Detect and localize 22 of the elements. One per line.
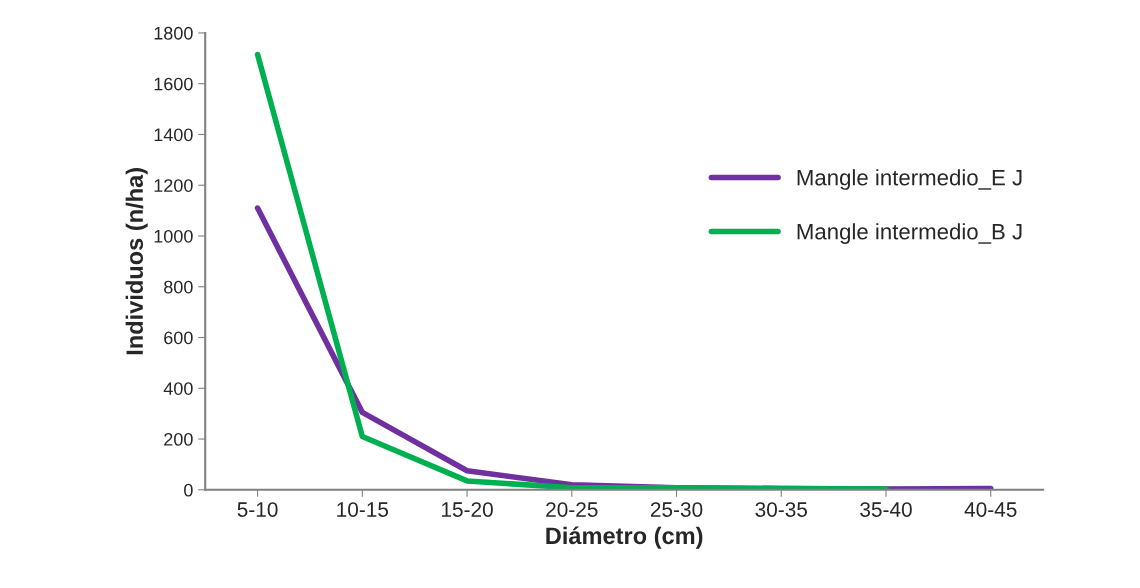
y-tick-label: 1000 xyxy=(154,229,193,243)
y-tick-label: 0 xyxy=(184,483,193,497)
y-tick-label: 1600 xyxy=(154,77,193,91)
y-tick-label: 1800 xyxy=(154,26,193,40)
y-tick-label: 1200 xyxy=(154,179,193,192)
y-tick-label: 200 xyxy=(164,432,193,446)
legend-label: Mangle intermedio_B J xyxy=(797,223,1022,244)
y-tick-label: 1400 xyxy=(154,128,193,142)
x-tick-label: 40-45 xyxy=(964,502,1017,517)
x-tick-label: 10-15 xyxy=(337,502,389,517)
x-tick-label: 35-40 xyxy=(860,502,912,517)
x-tick-label: 30-35 xyxy=(755,502,808,517)
y-axis-title: Individuos (n/ha) xyxy=(125,168,148,355)
y-tick-label: 600 xyxy=(164,331,193,345)
x-axis-title: Diámetro (cm) xyxy=(546,526,703,549)
x-tick-label: 25-30 xyxy=(650,502,703,517)
x-tick-label: 20-25 xyxy=(546,502,598,517)
y-tick-label: 400 xyxy=(163,382,193,395)
x-tick-label: 5-10 xyxy=(237,502,278,517)
y-tick-label: 800 xyxy=(164,280,193,294)
legend-label: Mangle intermedio_E J xyxy=(797,169,1022,190)
x-tick-label: 15-20 xyxy=(441,502,493,517)
